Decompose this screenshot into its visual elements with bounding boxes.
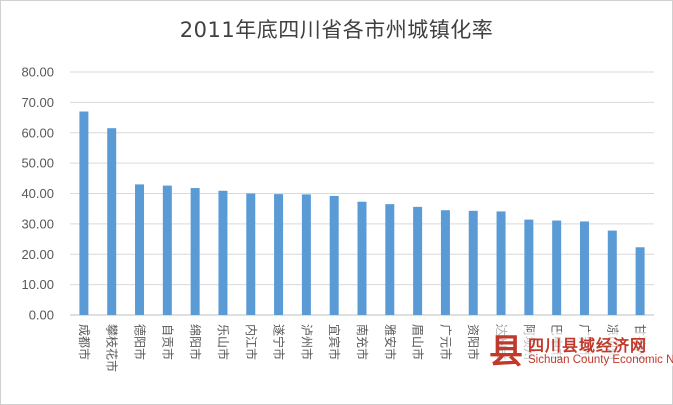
y-tick-label: 40.00 — [21, 186, 54, 201]
x-category-label: 眉山市 — [411, 324, 426, 360]
bar — [107, 128, 117, 315]
x-category-label: 攀枝花市 — [105, 324, 120, 372]
bar — [246, 193, 256, 315]
bar — [190, 188, 200, 315]
x-category-label: 成都市 — [77, 324, 92, 360]
bar — [579, 221, 589, 315]
bar — [357, 201, 367, 315]
watermark-en-text: Sichuan County Economic Net — [526, 354, 673, 366]
bar — [274, 194, 284, 315]
bar — [218, 190, 228, 315]
x-category-label: 德阳市 — [133, 324, 148, 360]
y-tick-label: 30.00 — [21, 216, 54, 231]
x-category-label: 雅安市 — [383, 324, 398, 360]
watermark-logo-icon: 县 — [486, 326, 526, 378]
x-category-label: 遂宁市 — [272, 324, 287, 360]
bar — [413, 206, 423, 315]
bar — [301, 194, 311, 315]
x-category-label: 绵阳市 — [188, 324, 203, 360]
y-tick-label: 20.00 — [21, 247, 54, 262]
x-category-label: 资阳市 — [466, 324, 481, 360]
y-tick-label: 80.00 — [21, 65, 54, 80]
y-tick-label: 50.00 — [21, 156, 54, 171]
x-category-label: 乐山市 — [216, 324, 231, 360]
bar — [524, 219, 534, 315]
y-tick-label: 10.00 — [21, 277, 54, 292]
bar — [552, 220, 562, 315]
y-tick-label: 60.00 — [21, 125, 54, 140]
x-category-label: 泸州市 — [299, 324, 314, 360]
bar — [79, 111, 89, 315]
bar — [162, 185, 172, 315]
watermark: 县 四川县域经济网 Sichuan County Economic Net — [486, 326, 673, 386]
bar — [468, 210, 478, 315]
x-category-label: 内江市 — [244, 324, 259, 360]
x-category-label: 南充市 — [355, 324, 370, 360]
x-category-label: 自贡市 — [160, 324, 175, 360]
chart-title: 2011年底四川省各市州城镇化率 — [179, 18, 494, 42]
bar — [496, 211, 506, 315]
bar — [607, 230, 617, 315]
watermark-cn-text: 四川县域经济网 — [526, 332, 650, 356]
y-tick-label: 0.00 — [29, 308, 54, 323]
x-category-label: 广元市 — [438, 324, 453, 360]
y-tick-label: 70.00 — [21, 95, 54, 110]
bar — [440, 210, 450, 315]
bar — [385, 204, 395, 315]
bar — [329, 195, 339, 315]
bar — [635, 247, 645, 315]
bar — [135, 184, 145, 315]
x-category-label: 宜宾市 — [327, 324, 342, 360]
